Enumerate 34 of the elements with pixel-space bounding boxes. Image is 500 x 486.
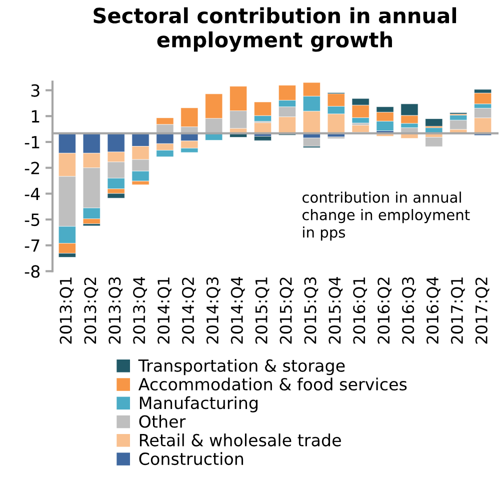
x-tick-label: 2017:Q1: [450, 278, 465, 344]
x-tick-label: 2015:Q1: [255, 278, 270, 344]
legend-label: Retail & wholesale trade: [140, 434, 341, 446]
x-tick-label: 2016:Q2: [378, 278, 392, 344]
y-tick-label: 1: [32, 110, 40, 122]
x-tick-label: 2016:Q1: [353, 278, 368, 344]
x-tick-label: 2014:Q4: [230, 276, 245, 344]
y-tick-label: -4: [24, 188, 40, 200]
x-tick-label: 2013:Q2: [84, 278, 98, 344]
x-tick-label: 2013:Q1: [60, 278, 74, 344]
y-tick-label: -1: [24, 136, 40, 148]
x-tick-label: 2014:Q1: [158, 278, 172, 344]
y-tick-label: -7: [24, 240, 40, 252]
legend-label: Manufacturing: [140, 396, 258, 412]
x-tick-label: 2017:Q2: [475, 278, 490, 344]
x-tick-label: 2015:Q2: [280, 278, 294, 344]
legend-label: Accommodation & food services: [138, 378, 407, 391]
y-tick-label: -8: [24, 265, 40, 278]
x-tick-label: 2013:Q3: [108, 277, 123, 344]
legend-label: Other: [139, 414, 186, 428]
legend-label: Construction: [139, 452, 244, 466]
chart-title: Sectoral contribution in annual employment growth: [94, 7, 456, 52]
x-tick-label: 2016:Q3: [402, 277, 416, 344]
x-tick-label: 2016:Q4: [426, 276, 440, 344]
x-tick-label: 2015:Q3: [304, 277, 318, 344]
x-tick-label: 2015:Q4: [328, 276, 343, 344]
y-tick-label: -2: [24, 162, 40, 174]
x-tick-label: 2014:Q3: [206, 277, 220, 344]
x-tick-label: 2013:Q4: [133, 276, 147, 344]
legend-label: Transportation & storage: [138, 359, 345, 376]
annotation: contribution in annual change in employment in pps: [302, 192, 470, 241]
y-tick-label: 3: [31, 84, 40, 97]
x-tick-label: 2014:Q2: [182, 278, 196, 344]
y-tick-label: -5: [24, 214, 40, 226]
